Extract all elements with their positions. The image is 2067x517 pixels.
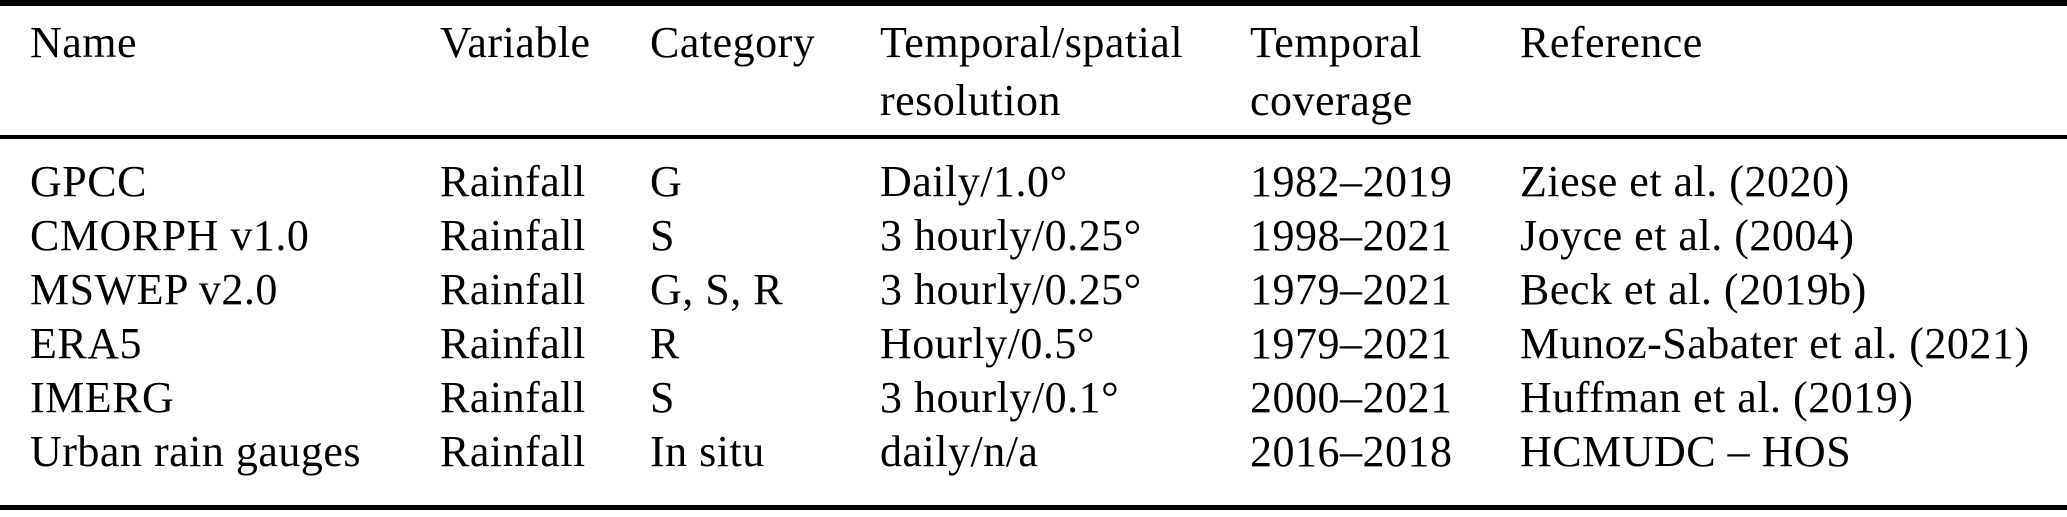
table-row: MSWEP v2.0 Rainfall G, S, R 3 hourly/0.2…: [0, 263, 2067, 317]
column-header-label: Category: [650, 18, 816, 67]
cell-coverage: 2016–2018: [1250, 427, 1453, 476]
column-header-label: Variable: [440, 18, 591, 67]
table-row: GPCC Rainfall G Daily/1.0° 1982–2019 Zie…: [0, 137, 2067, 209]
cell-name: Urban rain gauges: [30, 427, 362, 476]
column-header-variable: Variable: [440, 3, 650, 139]
cell-category: In situ: [650, 427, 765, 476]
column-header-coverage: Temporal coverage: [1250, 3, 1520, 139]
cell-variable: Rainfall: [440, 373, 586, 422]
cell-variable: Rainfall: [440, 319, 586, 368]
cell-name: ERA5: [30, 319, 142, 368]
cell-variable: Rainfall: [440, 157, 586, 206]
cell-reference: Munoz-Sabater et al. (2021): [1520, 319, 2030, 368]
cell-resolution: daily/n/a: [880, 427, 1039, 476]
cell-resolution: 3 hourly/0.25°: [880, 265, 1142, 314]
cell-coverage: 2000–2021: [1250, 373, 1453, 422]
cell-coverage: 1979–2021: [1250, 265, 1453, 314]
cell-variable: Rainfall: [440, 211, 586, 260]
cell-coverage: 1979–2021: [1250, 319, 1453, 368]
cell-category: R: [650, 319, 680, 368]
cell-reference: Beck et al. (2019b): [1520, 265, 1867, 314]
cell-resolution: 3 hourly/0.25°: [880, 211, 1142, 260]
cell-variable: Rainfall: [440, 265, 586, 314]
cell-category: G, S, R: [650, 265, 784, 314]
cell-reference: Ziese et al. (2020): [1520, 157, 1850, 206]
table-body: GPCC Rainfall G Daily/1.0° 1982–2019 Zie…: [0, 137, 2067, 508]
cell-coverage: 1982–2019: [1250, 157, 1453, 206]
table-row: CMORPH v1.0 Rainfall S 3 hourly/0.25° 19…: [0, 209, 2067, 263]
column-header-label: Temporal/spatial: [880, 18, 1184, 67]
column-header-reference: Reference: [1520, 3, 2067, 139]
column-header-label: coverage: [1250, 76, 1413, 125]
table-row: ERA5 Rainfall R Hourly/0.5° 1979–2021 Mu…: [0, 317, 2067, 371]
header-row: Name Variable Category Temporal/spatial …: [0, 3, 2067, 139]
cell-category: S: [650, 373, 675, 422]
cell-name: IMERG: [30, 373, 175, 422]
cell-variable: Rainfall: [440, 427, 586, 476]
cell-reference: Huffman et al. (2019): [1520, 373, 1914, 422]
cell-resolution: 3 hourly/0.1°: [880, 373, 1120, 422]
cell-name: CMORPH v1.0: [30, 211, 310, 260]
column-header-label: Temporal: [1250, 18, 1422, 67]
column-header-label: Name: [30, 18, 138, 67]
cell-name: MSWEP v2.0: [30, 265, 278, 314]
cell-reference: Joyce et al. (2004): [1520, 211, 1855, 260]
cell-resolution: Daily/1.0°: [880, 157, 1068, 206]
column-header-name: Name: [0, 3, 440, 139]
column-header-category: Category: [650, 3, 880, 139]
cell-resolution: Hourly/0.5°: [880, 319, 1095, 368]
column-header-label: Reference: [1520, 18, 1703, 67]
cell-name: GPCC: [30, 157, 147, 206]
table-row: IMERG Rainfall S 3 hourly/0.1° 2000–2021…: [0, 371, 2067, 425]
cell-reference: HCMUDC – HOS: [1520, 427, 1852, 476]
cell-category: S: [650, 211, 675, 260]
table-header: Name Variable Category Temporal/spatial …: [0, 3, 2067, 139]
cell-category: G: [650, 157, 683, 206]
column-header-label: resolution: [880, 76, 1061, 125]
table-row: Urban rain gauges Rainfall In situ daily…: [0, 425, 2067, 508]
cell-coverage: 1998–2021: [1250, 211, 1453, 260]
column-header-resolution: Temporal/spatial resolution: [880, 3, 1250, 139]
